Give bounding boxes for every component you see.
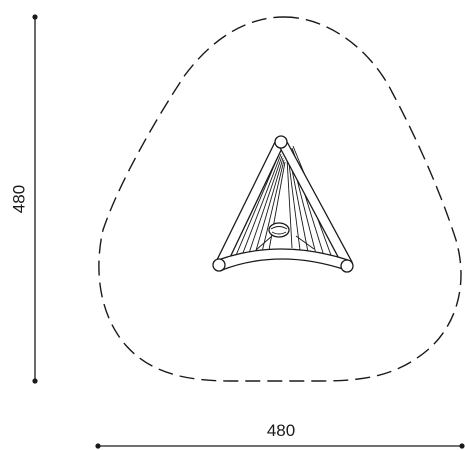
safety-zone-outline	[98, 16, 462, 382]
width-dimension-left-endpoint	[95, 443, 101, 449]
height-dimension: 480	[9, 14, 38, 384]
left-foot-joint	[212, 258, 226, 272]
tripod-climbing-net	[212, 135, 354, 273]
height-dimension-bottom-endpoint	[32, 378, 38, 384]
width-dimension-right-endpoint	[459, 443, 465, 449]
center-hub	[268, 222, 290, 238]
height-dimension-top-endpoint	[32, 14, 38, 20]
height-dimension-label: 480	[9, 185, 28, 213]
top-joint	[274, 135, 288, 149]
right-foot-joint	[340, 259, 354, 273]
width-dimension: 480	[95, 421, 465, 449]
width-dimension-label: 480	[267, 421, 295, 440]
